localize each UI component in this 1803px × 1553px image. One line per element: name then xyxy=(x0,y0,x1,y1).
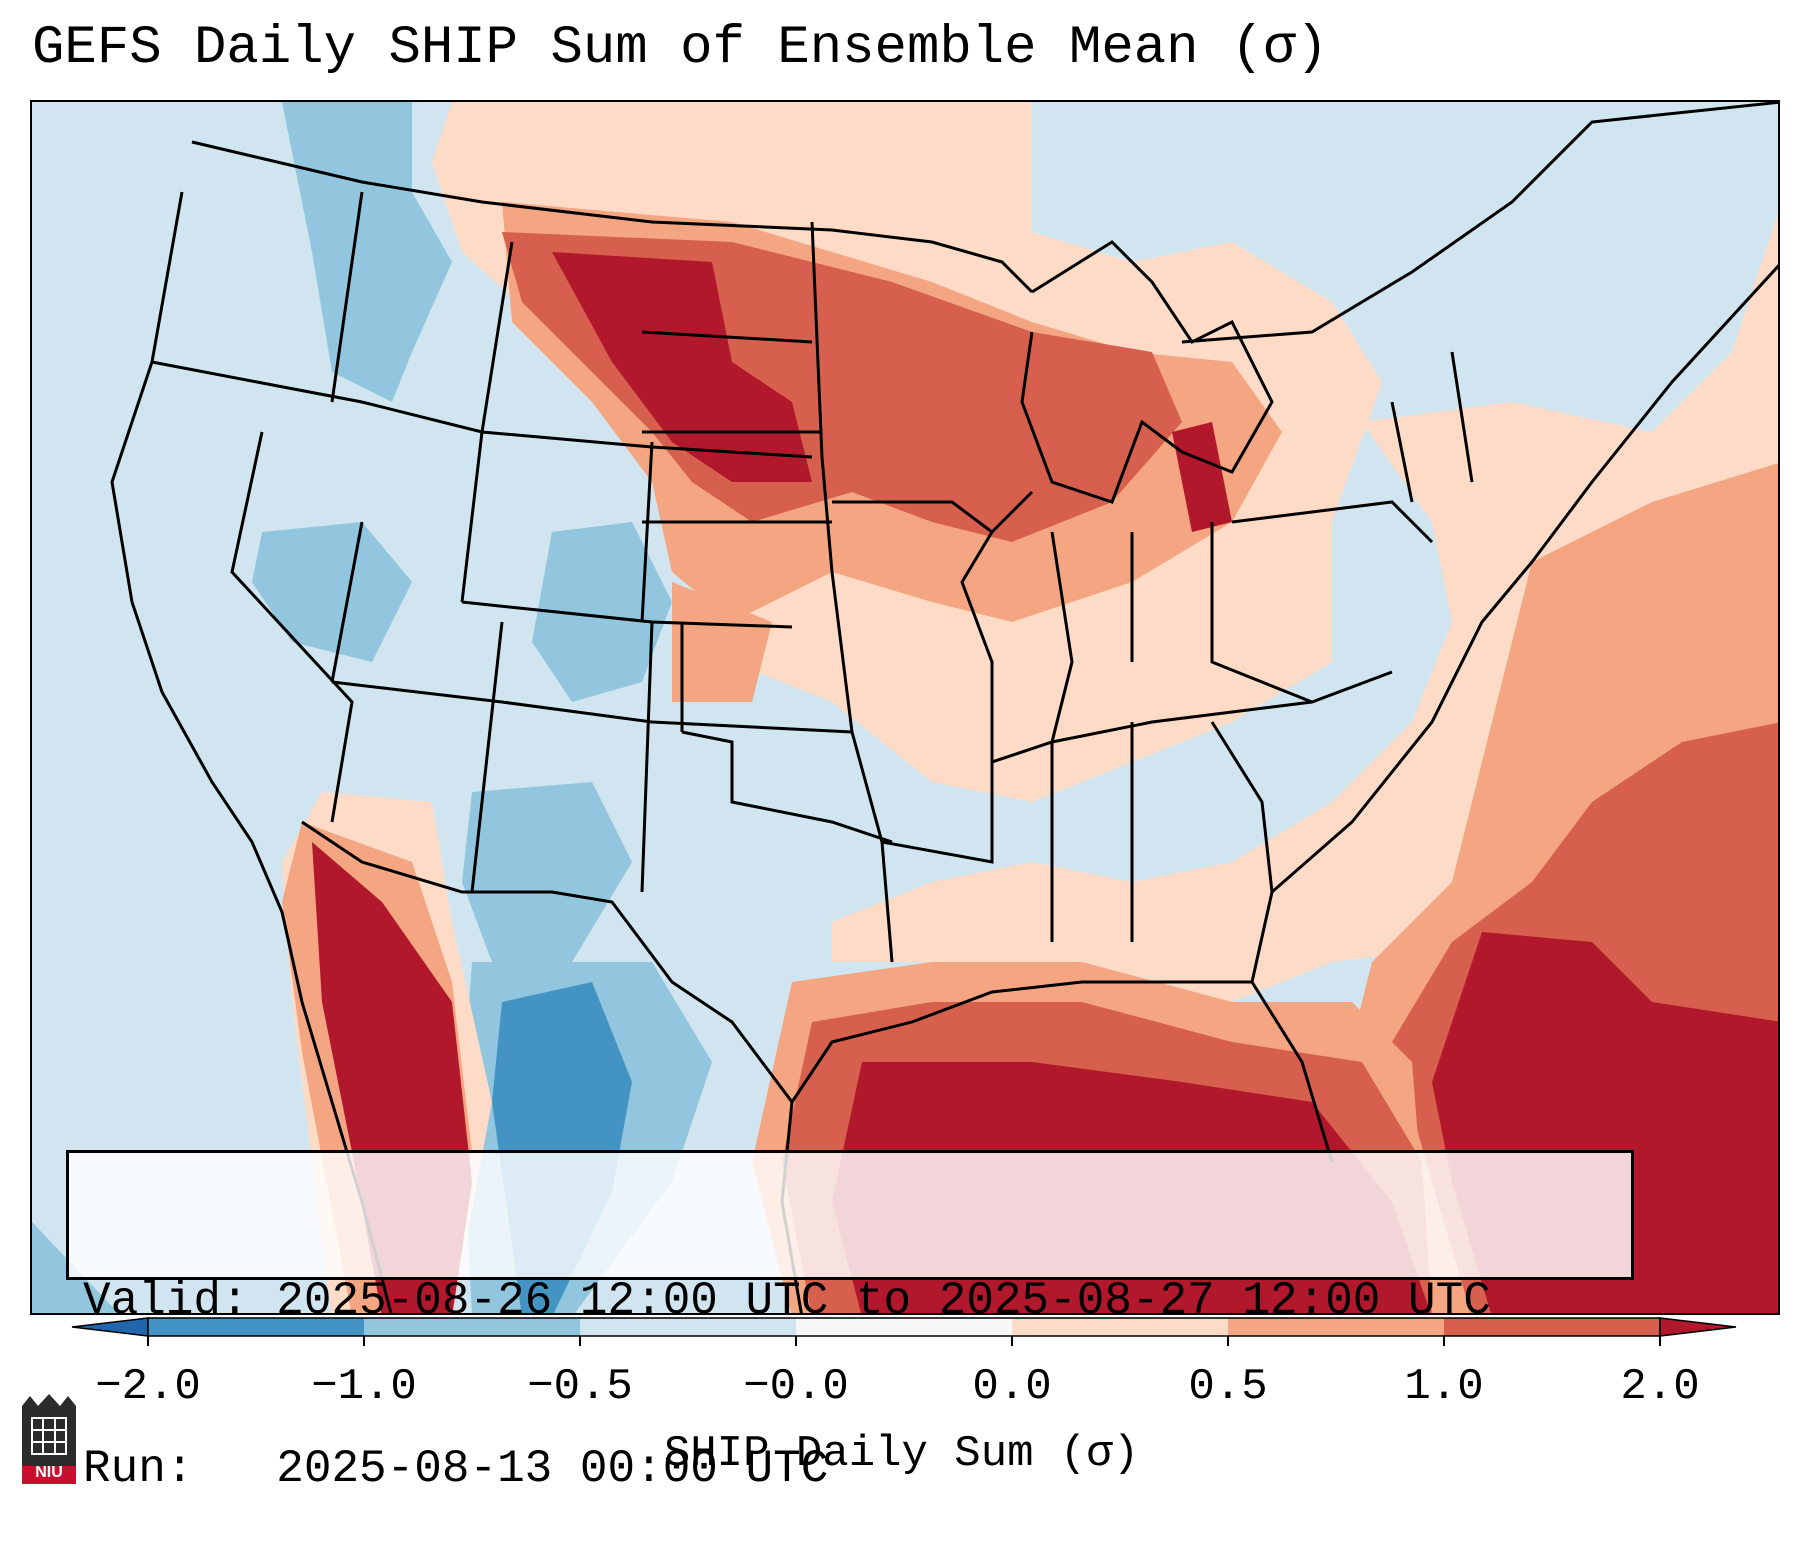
niu-logo-icon: NIU xyxy=(20,1392,78,1484)
colorbar-tick-label: 2.0 xyxy=(1620,1362,1700,1412)
region-low-great-basin xyxy=(252,522,412,662)
region-low-four-corners xyxy=(462,782,632,962)
state-line-28 xyxy=(1390,401,1414,503)
state-line-16 xyxy=(681,730,893,844)
map-panel xyxy=(30,100,1780,1315)
valid-time-text: Valid: 2025-08-26 12:00 UTC to 2025-08-2… xyxy=(83,1275,1491,1327)
logo-text: NIU xyxy=(35,1464,63,1481)
region-very-high-dakotas xyxy=(552,252,812,482)
colorbar-tick-label: 0.0 xyxy=(972,1362,1052,1412)
political-boundaries xyxy=(110,102,1778,1313)
region-low-rockies xyxy=(532,522,672,702)
colorbar-tick-label: −1.0 xyxy=(311,1362,417,1412)
region-very-high-great-lakes xyxy=(1172,422,1232,532)
state-line-9 xyxy=(640,621,654,893)
state-line-19 xyxy=(960,490,1034,762)
state-line-23 xyxy=(1210,721,1274,893)
colorbar-label: SHIP Daily Sum (σ) xyxy=(663,1429,1140,1479)
valid-run-info-box: Valid: 2025-08-26 12:00 UTC to 2025-08-2… xyxy=(66,1150,1634,1495)
canada-us-border xyxy=(191,140,1034,294)
state-line-11 xyxy=(810,221,854,733)
state-line-12 xyxy=(641,330,813,344)
colorbar-tick-label: −0.0 xyxy=(743,1362,849,1412)
northeast-border xyxy=(1181,102,1778,344)
state-line-7 xyxy=(331,680,853,734)
state-line-8 xyxy=(470,621,504,893)
atlantic-coast xyxy=(1250,264,1778,1163)
colorbar-tick-label: 0.5 xyxy=(1188,1362,1268,1412)
run-time-text: Run: 2025-08-13 00:00 UTC xyxy=(83,1443,829,1495)
colorbar-tick-label: 1.0 xyxy=(1404,1362,1484,1412)
state-line-4 xyxy=(460,241,514,603)
field-map xyxy=(32,102,1778,1313)
state-line-10 xyxy=(640,441,654,623)
great-lakes-outline xyxy=(1020,240,1274,504)
state-line-2 xyxy=(230,431,354,823)
state-line-26 xyxy=(1210,522,1313,704)
colorbar-over-extension xyxy=(1659,1317,1737,1337)
state-line-3 xyxy=(330,191,364,403)
colorbar-tick-label: −2.0 xyxy=(95,1362,201,1412)
state-line-27 xyxy=(1231,500,1434,544)
state-line-6 xyxy=(330,521,364,683)
state-line-29 xyxy=(1450,351,1474,483)
state-line-24 xyxy=(1050,531,1074,743)
state-line-20 xyxy=(832,500,993,534)
region-high-texas-panhandle xyxy=(672,582,772,702)
map-title: GEFS Daily SHIP Sum of Ensemble Mean (σ) xyxy=(32,18,1329,79)
colorbar-tick-label: −0.5 xyxy=(527,1362,633,1412)
region-low-northwest xyxy=(282,102,452,402)
mexico-us-border xyxy=(301,820,794,1103)
coastline-west xyxy=(110,191,393,1313)
